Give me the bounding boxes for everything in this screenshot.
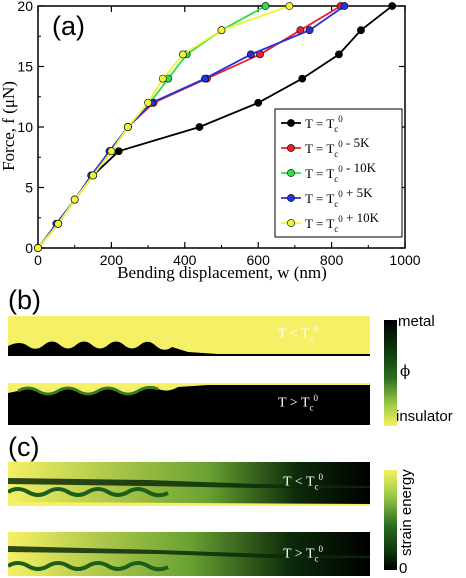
legend-marker xyxy=(287,194,295,202)
x-tick-label: 400 xyxy=(173,252,197,268)
data-point xyxy=(305,26,314,35)
strip-label-below-tc: T < Tc0 xyxy=(278,324,319,344)
colorbar-strain-energy-title: strain energy xyxy=(398,469,415,556)
data-point xyxy=(144,98,152,107)
data-point xyxy=(254,98,263,107)
colorbar-insulator-label: insulator xyxy=(396,408,453,425)
data-point xyxy=(114,147,123,156)
data-point xyxy=(217,26,226,35)
data-point xyxy=(388,2,397,10)
y-axis-label: Force, f (μN) xyxy=(0,81,18,171)
data-point xyxy=(335,50,343,59)
x-axis-label: Bending displacement, w (nm) xyxy=(117,263,327,282)
x-tick-label: 200 xyxy=(100,252,124,268)
phase-field-strip-above-tc: T > Tc0 xyxy=(8,383,370,425)
data-point xyxy=(107,147,116,156)
axes: 0 200 400 600 800 1000 0 5 10 15 20 xyxy=(17,0,420,268)
panel-label-b: (b) xyxy=(8,285,41,315)
legend-entry: T = Tc0 xyxy=(305,114,343,134)
x-tick-label: 0 xyxy=(34,252,42,268)
data-point xyxy=(261,2,270,10)
legend-entry: T = Tc0 - 5K xyxy=(305,135,370,159)
data-point xyxy=(195,123,204,131)
panel-label-c: (c) xyxy=(8,432,40,462)
legend-marker xyxy=(287,144,295,152)
data-point xyxy=(179,50,187,59)
data-point xyxy=(89,171,97,180)
x-tick-label: 1000 xyxy=(389,252,420,268)
data-point xyxy=(70,195,79,204)
series-4 xyxy=(34,2,294,252)
strain-strip-above-tc: T > Tc0 xyxy=(8,532,370,576)
series-line xyxy=(37,5,266,249)
series-line xyxy=(37,5,290,249)
colorbar-zero-label: 0 xyxy=(399,560,408,577)
legend-marker xyxy=(287,169,295,177)
strip-label-above-tc: T > Tc0 xyxy=(278,393,319,413)
x-tick-label: 800 xyxy=(320,252,344,268)
y-tick-label: 0 xyxy=(25,240,33,256)
strain-label-below-tc: T < Tc0 xyxy=(283,472,324,492)
data-point xyxy=(34,244,42,252)
data-point xyxy=(201,74,209,83)
strain-label-above-tc: T > Tc0 xyxy=(283,544,324,564)
phase-field-strip-below-tc: T < Tc0 xyxy=(8,316,370,356)
x-tick-label: 600 xyxy=(247,252,271,268)
legend-entry: T = Tc0 + 10K xyxy=(305,210,380,234)
data-point xyxy=(357,26,365,35)
strain-strip-below-tc: T < Tc0 xyxy=(8,462,370,506)
strain-colorbar xyxy=(384,470,397,570)
data-point xyxy=(285,2,294,10)
data-point xyxy=(54,219,63,228)
data-point xyxy=(298,74,307,83)
legend-marker xyxy=(287,219,295,227)
data-point xyxy=(124,123,132,131)
data-point xyxy=(158,74,167,83)
phase-colorbar xyxy=(384,320,397,426)
y-tick-label: 15 xyxy=(17,59,33,75)
y-tick-label: 20 xyxy=(17,0,33,14)
colorbar-phi-label: ϕ xyxy=(400,362,411,380)
data-point xyxy=(340,2,349,10)
legend-entry: T = Tc0 - 10K xyxy=(305,160,377,184)
panel-label-a: (a) xyxy=(52,11,85,41)
series-layer xyxy=(34,2,397,252)
colorbar-metal-label: metal xyxy=(398,313,435,330)
y-tick-label: 10 xyxy=(17,119,33,135)
y-tick-label: 5 xyxy=(25,180,33,196)
legend-entry: T = Tc0 + 5K xyxy=(305,185,373,209)
data-point xyxy=(246,50,255,59)
legend-marker xyxy=(287,119,295,127)
